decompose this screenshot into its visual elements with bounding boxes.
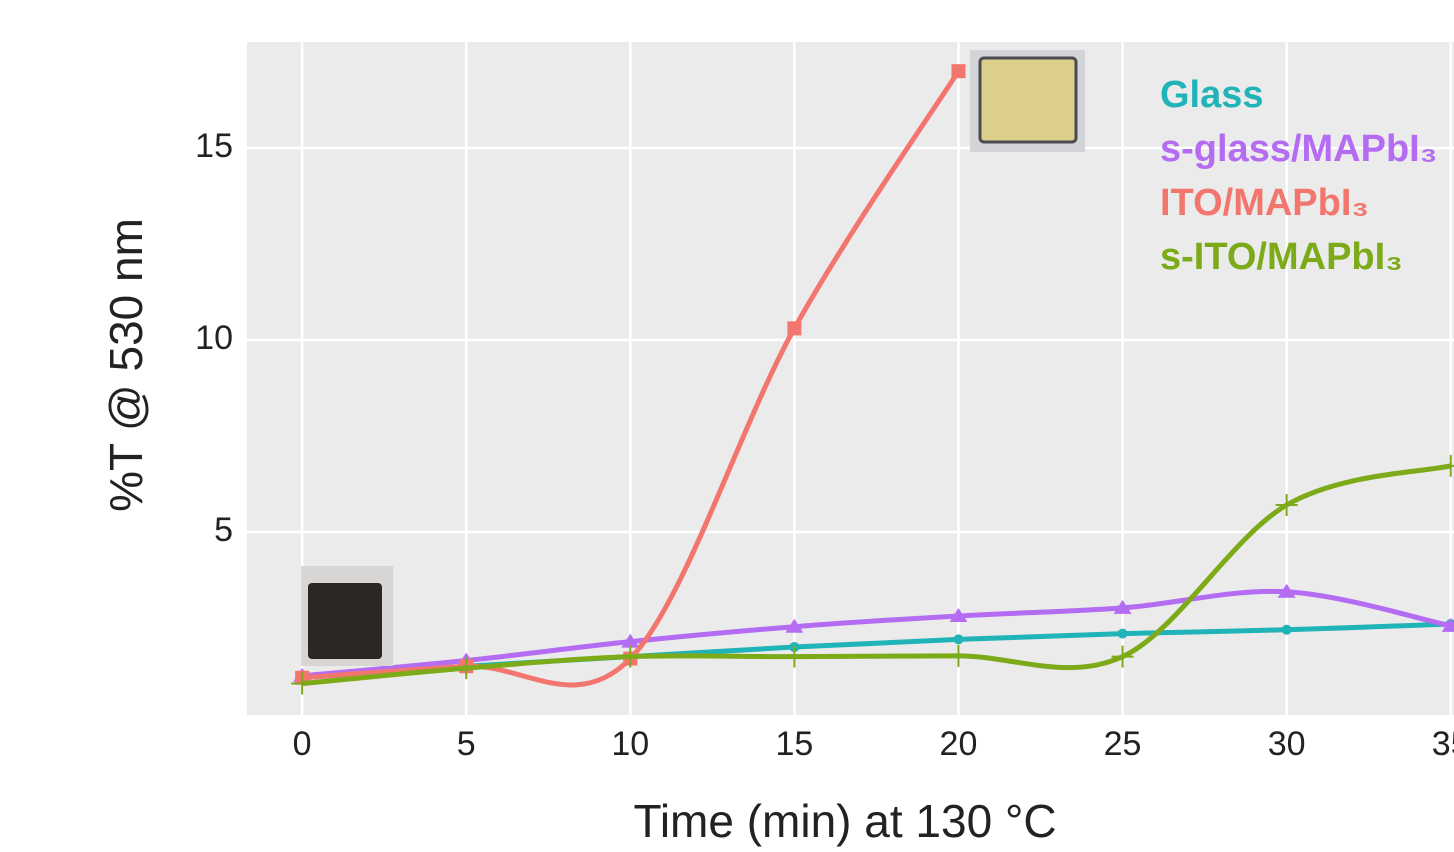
point: [291, 672, 314, 695]
x-tick-label: 0: [293, 725, 312, 763]
point: [621, 633, 640, 648]
point: [1441, 617, 1454, 632]
legend-label: Glass: [1160, 74, 1264, 116]
point: [1117, 628, 1128, 639]
series-line: [301, 588, 1452, 679]
point: [783, 645, 806, 668]
y-tick-label: 10: [195, 319, 233, 357]
point: [947, 644, 970, 667]
sample-film-dark: [308, 583, 382, 659]
sample-film-yellow: [978, 56, 1078, 144]
legend-label: s-ITO/MAPbI₃: [1160, 236, 1403, 278]
x-tick-label: 15: [775, 725, 813, 763]
series: [291, 64, 1454, 695]
point: [949, 607, 968, 622]
x-tick-label: 20: [940, 725, 978, 763]
x-tick-label: 25: [1104, 725, 1142, 763]
x-tick-label: 5: [457, 725, 476, 763]
legend-label: ITO/MAPbI₃: [1160, 182, 1369, 224]
point: [1113, 599, 1132, 614]
legend-label: s-glass/MAPbI₃: [1160, 128, 1437, 170]
point: [1281, 624, 1292, 635]
plot-background: [247, 42, 1454, 715]
point: [785, 618, 804, 633]
point: [1277, 583, 1296, 598]
point: [455, 657, 478, 680]
series-line: [301, 463, 1452, 687]
point: [1111, 645, 1134, 668]
x-axis-title: Time (min) at 130 °C: [633, 795, 1056, 847]
y-tick-label: 15: [195, 127, 233, 165]
point: [1439, 454, 1454, 477]
y-axis-title: %T @ 530 nm: [100, 218, 152, 512]
grid: [247, 42, 1454, 715]
point: [787, 321, 802, 336]
point: [1275, 493, 1298, 516]
x-tick-label: 10: [611, 725, 649, 763]
x-tick-label: 35: [1432, 725, 1454, 763]
point: [953, 634, 964, 645]
y-tick-label: 5: [214, 511, 233, 549]
x-tick-label: 30: [1268, 725, 1306, 763]
point: [951, 64, 966, 79]
point: [619, 645, 642, 668]
